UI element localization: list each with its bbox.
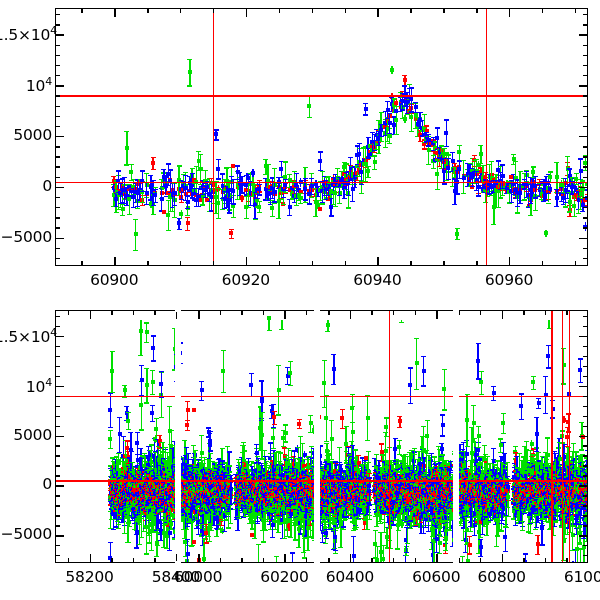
y-tick — [55, 126, 60, 127]
x-tick — [213, 8, 214, 13]
y-tick — [583, 55, 588, 56]
y-tick — [55, 258, 60, 259]
y-tick — [579, 34, 588, 35]
y-tick — [579, 187, 588, 188]
y-tick — [583, 217, 588, 218]
y-tick — [583, 177, 588, 178]
y-tick — [55, 187, 64, 188]
y-tick — [583, 106, 588, 107]
y-tick-label: 5000 — [0, 126, 52, 144]
x-tick-label: 60940 — [331, 271, 423, 289]
y-tick — [583, 24, 588, 25]
x-tick — [377, 257, 378, 266]
y-tick — [55, 55, 60, 56]
y-tick — [55, 197, 60, 198]
x-tick-label: 60960 — [463, 271, 555, 289]
y-tick — [55, 65, 60, 66]
x-tick — [476, 261, 477, 266]
y-tick — [579, 136, 588, 137]
x-tick — [345, 261, 346, 266]
x-tick — [542, 261, 543, 266]
y-tick — [583, 14, 588, 15]
x-tick — [509, 8, 510, 17]
x-tick — [410, 261, 411, 266]
y-tick — [583, 166, 588, 167]
x-tick — [443, 8, 444, 13]
x-tick — [213, 261, 214, 266]
x-tick — [312, 8, 313, 13]
y-tick — [55, 156, 60, 157]
y-tick — [55, 85, 64, 86]
y-tick — [583, 156, 588, 157]
x-tick — [180, 8, 181, 13]
y-tick — [579, 238, 588, 239]
x-tick — [443, 261, 444, 266]
bottom-panel: 1.5×10410450000−5000 5820058400600006020… — [0, 300, 600, 600]
y-tick-label: 104 — [0, 75, 52, 95]
y-tick — [583, 45, 588, 46]
y-tick — [583, 197, 588, 198]
x-tick — [575, 261, 576, 266]
x-tick — [542, 8, 543, 13]
y-tick — [583, 146, 588, 147]
x-tick-label: 60900 — [68, 271, 160, 289]
x-tick — [81, 261, 82, 266]
y-tick — [583, 95, 588, 96]
y-tick — [55, 207, 60, 208]
y-tick — [583, 258, 588, 259]
x-tick — [410, 8, 411, 13]
y-tick — [55, 45, 60, 46]
x-tick — [180, 261, 181, 266]
x-tick — [114, 257, 115, 266]
y-tick — [55, 238, 64, 239]
y-tick — [55, 227, 60, 228]
y-tick — [583, 248, 588, 249]
figure-canvas: 1.5×104 104 5000 0 −5000 60900 60920 60940 6096… — [0, 0, 600, 600]
y-tick — [583, 116, 588, 117]
y-tick — [583, 126, 588, 127]
y-tick-label: 1.5×104 — [0, 24, 52, 44]
x-tick — [147, 261, 148, 266]
x-tick — [279, 261, 280, 266]
x-tick — [246, 257, 247, 266]
y-tick — [583, 207, 588, 208]
y-tick — [583, 75, 588, 76]
x-tick — [114, 8, 115, 17]
x-tick — [246, 8, 247, 17]
y-tick — [55, 95, 60, 96]
x-tick — [312, 261, 313, 266]
y-tick — [583, 227, 588, 228]
x-tick — [575, 8, 576, 13]
top-panel-frame — [55, 8, 588, 266]
y-tick — [55, 146, 60, 147]
y-tick-label: −5000 — [0, 228, 52, 246]
x-tick — [279, 8, 280, 13]
y-tick — [55, 177, 60, 178]
y-tick — [55, 14, 60, 15]
y-tick — [579, 85, 588, 86]
x-tick — [377, 8, 378, 17]
y-tick — [55, 217, 60, 218]
y-tick-label: 0 — [0, 177, 52, 195]
y-tick — [55, 166, 60, 167]
y-tick — [55, 75, 60, 76]
y-tick — [55, 116, 60, 117]
x-tick — [476, 8, 477, 13]
top-panel: 1.5×104 104 5000 0 −5000 60900 60920 60940 6096… — [0, 0, 600, 300]
y-tick — [55, 136, 64, 137]
x-tick-label: 60920 — [200, 271, 292, 289]
x-tick — [147, 8, 148, 13]
y-tick — [583, 65, 588, 66]
x-tick — [81, 8, 82, 13]
y-tick — [55, 106, 60, 107]
x-tick — [345, 8, 346, 13]
x-tick — [509, 257, 510, 266]
y-tick — [55, 248, 60, 249]
